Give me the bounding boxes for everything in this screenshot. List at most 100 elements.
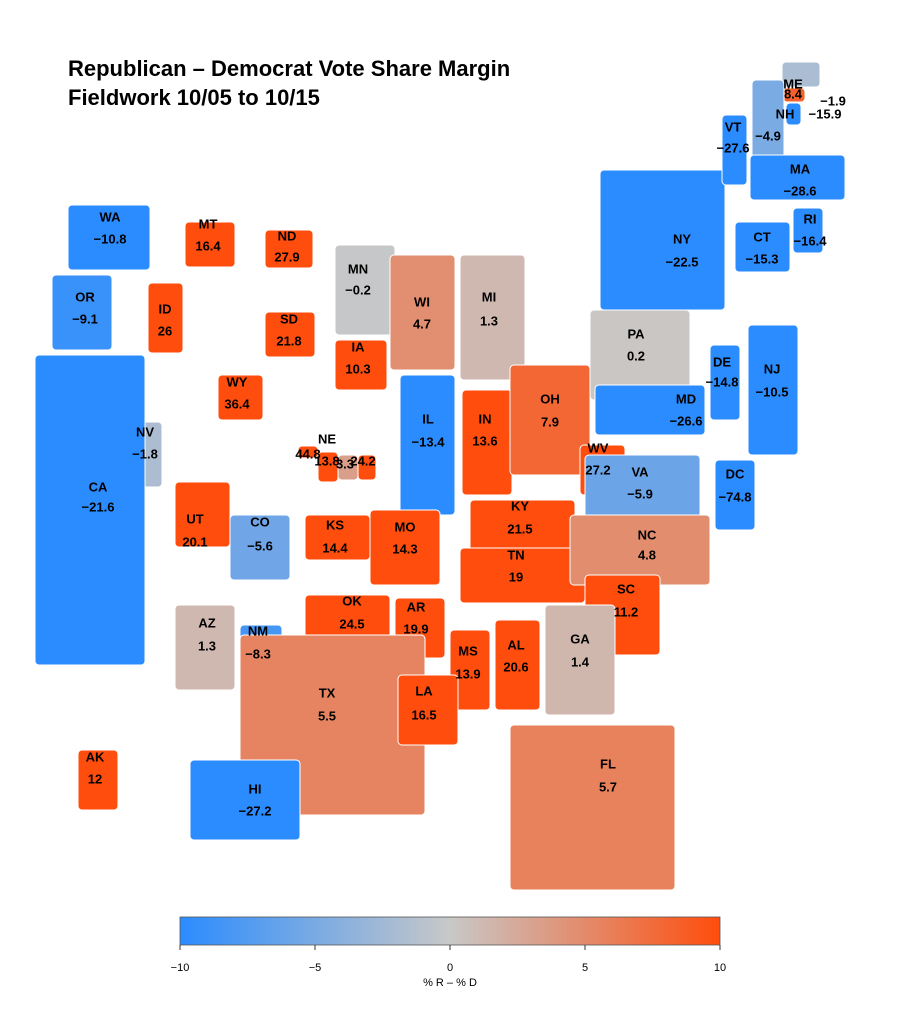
state-value: 0.2 (627, 348, 645, 363)
state-shape (34, 354, 146, 666)
state-abbr: SC (617, 581, 636, 596)
state-abbr: AK (86, 749, 105, 764)
state-shape (357, 454, 377, 481)
state-shape (77, 749, 119, 811)
state-value: 21.5 (507, 521, 532, 536)
state-abbr: UT (186, 511, 203, 526)
state-abbr: IN (479, 411, 492, 426)
state-abbr: DC (726, 466, 745, 481)
state-value: 12 (88, 771, 102, 786)
state-labels: WA −10.8 MT 16.4 ND 27.9 MN −0.2 OR −9.1 ID 26 SD 21.… (72, 76, 846, 818)
state-shape (389, 254, 456, 371)
colorbar-tick-label: −5 (309, 962, 322, 974)
state-value: 19.9 (403, 621, 428, 636)
state-shape (264, 229, 314, 269)
state-abbr: NY (673, 231, 691, 246)
state-abbr: MI (482, 289, 496, 304)
state-abbr: AZ (198, 615, 215, 630)
state-abbr: WA (100, 209, 122, 224)
state-value: −26.6 (670, 413, 703, 428)
state-abbr: ME (783, 76, 803, 91)
state-value: 36.4 (224, 396, 250, 411)
state-shape (67, 204, 151, 271)
state-abbr: OH (540, 391, 560, 406)
state-value: 1.4 (571, 654, 590, 669)
state-value: −14.8 (706, 374, 739, 389)
state-value: 1.3 (198, 638, 216, 653)
state-shape (785, 102, 802, 126)
state-abbr: FL (600, 756, 616, 771)
state-shape (147, 282, 184, 354)
state-value: −5.6 (247, 538, 273, 553)
state-value: 5.5 (318, 708, 336, 723)
state-shape (449, 629, 491, 711)
state-shape (51, 274, 113, 351)
state-abbr: LA (415, 683, 433, 698)
state-shape (334, 339, 388, 391)
state-value: 27.2 (585, 462, 610, 477)
state-abbr: MT (199, 216, 218, 231)
state-abbr: MS (458, 643, 478, 658)
state-abbr: NC (638, 527, 657, 542)
state-value: −28.6 (784, 183, 817, 198)
state-value: −16.4 (794, 233, 828, 248)
state-shape (509, 364, 591, 476)
state-shape (369, 509, 441, 586)
state-value: 3.3 (336, 456, 354, 471)
state-value: −21.6 (82, 499, 115, 514)
state-shape (792, 207, 824, 254)
state-value: −22.5 (666, 254, 699, 269)
state-value: −13.4 (412, 434, 446, 449)
state-value: 1.3 (480, 313, 498, 328)
state-value: −8.3 (245, 646, 271, 661)
state-abbr: IA (352, 339, 366, 354)
state-value: −5.9 (627, 486, 653, 501)
state-abbr: HI (249, 781, 262, 796)
state-value: 27.9 (274, 249, 299, 264)
state-shape (174, 481, 231, 548)
state-abbr: ND (278, 228, 297, 243)
state-abbr: TN (507, 547, 524, 562)
colorbar-tick-label: 10 (714, 962, 726, 974)
state-value: 20.1 (182, 534, 207, 549)
state-abbr: RI (804, 211, 817, 226)
state-abbr: KS (326, 517, 344, 532)
state-shape (264, 311, 316, 358)
state-value: 4.7 (413, 316, 431, 331)
state-abbr: IL (422, 411, 434, 426)
state-abbr: CO (250, 514, 270, 529)
state-shape (297, 445, 319, 459)
state-shape (781, 61, 821, 88)
state-value: 5.7 (599, 779, 617, 794)
state-abbr: OR (75, 289, 95, 304)
state-value: 26 (158, 323, 172, 338)
state-value: −10.8 (94, 231, 127, 246)
state-value: −4.9 (755, 128, 781, 143)
colorbar-tick-label: 5 (582, 962, 588, 974)
state-shape (459, 254, 526, 381)
state-abbr: VA (631, 464, 649, 479)
state-abbr: WI (414, 294, 430, 309)
state-value: −74.8 (719, 489, 752, 504)
state-abbr: NJ (764, 361, 781, 376)
state-abbr: NH (776, 106, 795, 121)
state-abbr: AL (507, 637, 524, 652)
state-shape (747, 324, 799, 456)
state-value: −0.2 (345, 282, 371, 297)
state-value: 13.9 (455, 666, 480, 681)
state-value: 11.2 (614, 604, 639, 619)
state-value: 16.4 (195, 238, 221, 253)
state-value: 20.6 (503, 659, 528, 674)
state-shape (599, 169, 726, 311)
state-shape (189, 759, 301, 841)
state-abbr: PA (627, 326, 645, 341)
state-value: 14.4 (322, 540, 348, 555)
state-abbr: DE (713, 354, 731, 369)
state-abbr: MD (676, 391, 696, 406)
state-shape (714, 459, 756, 531)
state-abbr: MO (395, 519, 416, 534)
state-abbr: GA (570, 631, 590, 646)
state-shape (217, 374, 264, 421)
state-value: 24.5 (339, 616, 364, 631)
